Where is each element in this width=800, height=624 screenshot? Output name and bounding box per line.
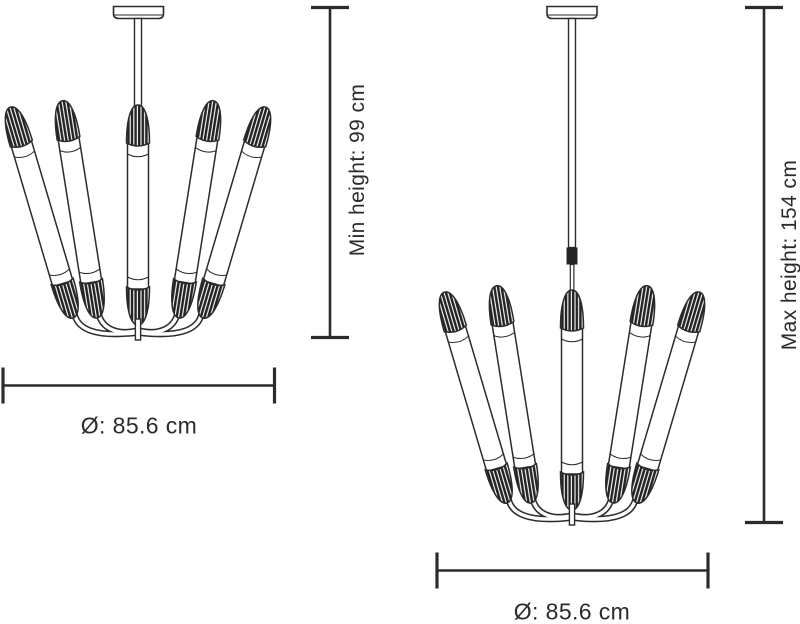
min-height-chandelier-drawing (0, 5, 277, 341)
max-height-chandelier-drawing (433, 5, 710, 526)
max-diameter-dimension-line (435, 552, 710, 589)
min-diameter-dimension-line (1, 367, 277, 404)
max-diameter-label: Ø: 85.6 cm (513, 598, 631, 624)
suspension-stem (567, 17, 577, 249)
max-height-dimension-line (745, 5, 783, 525)
stem-joint (566, 247, 578, 265)
lamp-cluster (433, 284, 710, 525)
suspension-stem (133, 17, 143, 113)
ceiling-canopy (112, 5, 165, 20)
lamp-cluster (0, 99, 277, 340)
min-diameter-label: Ø: 85.6 cm (80, 412, 198, 439)
ceiling-canopy (546, 5, 598, 20)
min-height-label: Min height: 99 cm (346, 83, 369, 257)
min-height-dimension-line (311, 5, 349, 340)
max-height-label: Max height: 154 cm (778, 159, 800, 351)
